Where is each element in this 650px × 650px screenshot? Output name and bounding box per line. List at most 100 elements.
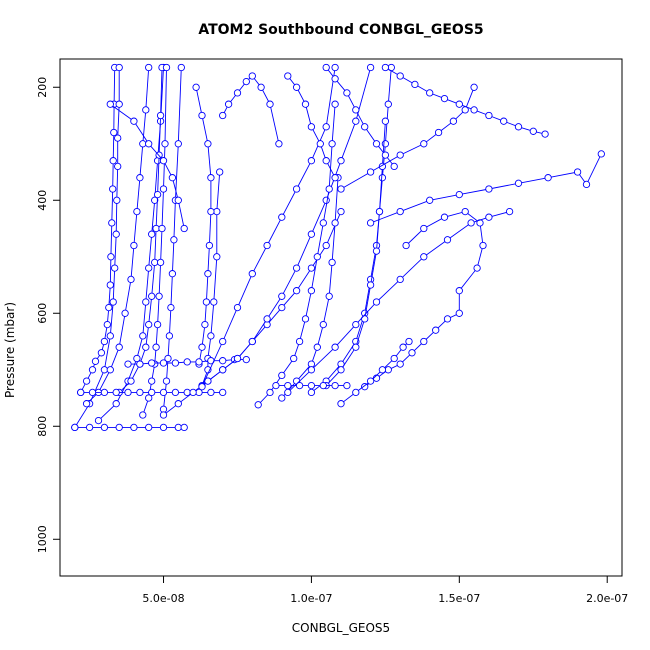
data-point [201, 320, 209, 329]
data-point [152, 224, 160, 233]
data-point [110, 128, 118, 137]
data-point [77, 388, 85, 397]
data-point [337, 207, 345, 216]
series-17 [278, 174, 342, 402]
data-point [352, 106, 360, 114]
data-point [319, 381, 327, 390]
data-point [381, 117, 390, 125]
series-20 [361, 207, 487, 391]
data-point [366, 219, 375, 227]
data-point [171, 359, 180, 367]
data-point [420, 224, 428, 233]
data-point [115, 343, 123, 351]
series-line [370, 153, 602, 224]
series-3 [82, 63, 153, 408]
data-point [174, 423, 182, 432]
data-point [307, 366, 316, 374]
series-line [222, 75, 280, 144]
data-point [301, 100, 310, 108]
data-point [420, 253, 428, 261]
data-point [411, 80, 419, 89]
series-9 [192, 83, 215, 368]
data-point [121, 309, 129, 317]
series-30 [272, 381, 351, 390]
data-point [145, 423, 153, 432]
data-point [105, 303, 113, 312]
data-point [198, 383, 206, 391]
x-tick-label: 2.0e-07 [586, 592, 628, 605]
data-point [159, 388, 168, 397]
data-point [378, 174, 387, 182]
data-point [278, 213, 286, 221]
data-point [384, 366, 392, 374]
data-point [145, 394, 153, 402]
data-point [514, 123, 523, 131]
data-point [352, 117, 360, 125]
data-point [136, 360, 144, 368]
data-point [396, 151, 404, 159]
data-point [165, 332, 174, 340]
data-point [573, 168, 582, 176]
data-point [88, 366, 97, 374]
data-point [109, 157, 117, 165]
series-12 [77, 388, 227, 397]
data-point [148, 230, 156, 238]
data-point [284, 381, 292, 390]
data-point [473, 264, 481, 272]
data-point [148, 377, 156, 385]
data-point [461, 207, 469, 216]
data-point [148, 359, 156, 367]
data-point [529, 127, 537, 135]
series-line [80, 67, 116, 393]
data-point [207, 388, 215, 397]
y-tick-label: 1000 [36, 525, 49, 553]
series-line [110, 103, 185, 229]
series-13 [124, 355, 250, 368]
data-point [112, 400, 120, 408]
data-point [219, 337, 227, 346]
data-point [396, 207, 404, 216]
data-point [485, 185, 493, 193]
data-point [426, 196, 434, 204]
series-line [325, 67, 395, 167]
data-point [152, 343, 160, 351]
data-point [133, 207, 141, 216]
data-point [378, 366, 387, 374]
data-point [106, 100, 114, 108]
data-point [142, 106, 150, 114]
data-point [145, 63, 153, 72]
data-point [111, 264, 119, 272]
data-point [331, 75, 339, 83]
data-point [207, 332, 215, 340]
data-point [434, 128, 443, 137]
data-point [301, 315, 310, 323]
data-point [272, 381, 280, 390]
series-24 [381, 63, 549, 138]
data-point [170, 236, 178, 244]
data-point [372, 140, 381, 148]
data-point [399, 343, 407, 351]
data-point [278, 371, 286, 380]
data-point [145, 264, 153, 272]
data-point [100, 388, 109, 397]
data-point [174, 140, 182, 148]
data-point [313, 253, 321, 261]
data-point [266, 100, 274, 108]
data-point [106, 281, 114, 289]
data-point [153, 190, 162, 199]
data-point [216, 168, 224, 176]
data-point [115, 63, 123, 72]
data-point [130, 241, 138, 250]
x-tick-label: 5.0e-08 [142, 592, 184, 605]
data-point [443, 315, 452, 323]
data-point [136, 388, 144, 397]
y-tick-label: 400 [36, 190, 49, 211]
data-point [337, 157, 345, 165]
data-point [396, 360, 404, 368]
data-point [180, 224, 188, 233]
series-15 [204, 63, 375, 385]
y-axis-label: Pressure (mbar) [3, 302, 17, 398]
data-point [151, 258, 159, 267]
data-point [263, 315, 271, 323]
data-point [440, 94, 449, 103]
